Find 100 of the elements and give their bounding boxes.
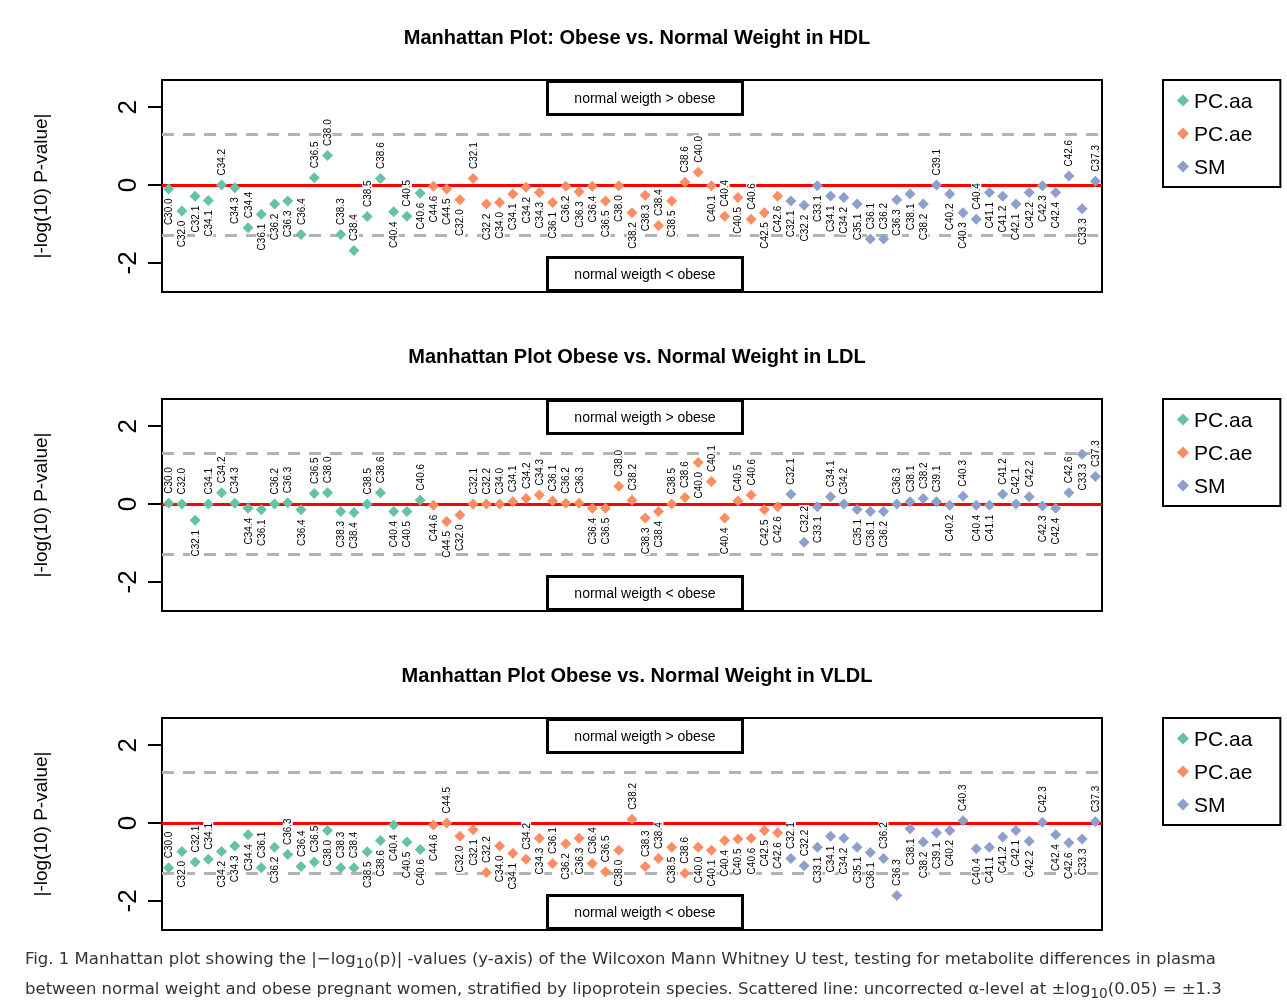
data-label: C34.3: [533, 201, 545, 229]
data-label: C34.2: [520, 461, 532, 490]
point: [454, 194, 466, 206]
data-label: C34.2: [520, 822, 532, 850]
point: [785, 195, 797, 207]
point: [202, 853, 214, 865]
point: [758, 824, 770, 836]
data-label: C38.5: [666, 210, 678, 238]
data-label: C34.2: [216, 860, 228, 888]
y-axis-title: |-log(10) P-value|: [30, 432, 51, 578]
data-label: C38.2: [917, 851, 929, 879]
point: [639, 189, 651, 201]
y-tick-label: -2: [112, 251, 142, 275]
data-label: C40.4: [970, 514, 982, 542]
point: [957, 815, 969, 827]
data-label: C36.4: [295, 829, 307, 858]
point: [931, 827, 943, 839]
point: [494, 840, 506, 852]
data-label: C37.3: [1089, 785, 1101, 813]
point: [255, 504, 267, 516]
point: [176, 845, 188, 857]
point: [467, 824, 479, 836]
point: [163, 862, 175, 874]
data-label: C40.4: [719, 849, 731, 877]
data-label: C38.5: [361, 860, 373, 888]
point: [825, 190, 837, 202]
point: [917, 198, 929, 210]
point: [547, 495, 559, 507]
point: [838, 498, 850, 510]
legend-label: PC.aa: [1194, 408, 1253, 431]
point: [229, 840, 241, 852]
point: [321, 149, 333, 161]
y-tick-label: 2: [112, 419, 142, 434]
point: [825, 830, 837, 842]
data-label: C38.4: [652, 821, 664, 849]
point: [308, 172, 320, 184]
data-label: C44.5: [441, 530, 453, 558]
point: [891, 889, 903, 901]
data-label: C40.6: [414, 858, 426, 886]
legend-label: SM: [1194, 793, 1226, 816]
data-label: C36.3: [573, 200, 585, 228]
data-label: C36.3: [282, 466, 294, 494]
point: [335, 228, 347, 240]
data-label: C40.2: [944, 839, 956, 867]
data-label: C42.4: [1050, 843, 1062, 871]
data-label: C42.3: [1036, 194, 1048, 222]
data-label: C40.4: [719, 527, 731, 555]
data-label: C38.4: [652, 188, 664, 216]
point: [414, 187, 426, 199]
point: [878, 852, 890, 864]
point: [917, 836, 929, 848]
point: [202, 195, 214, 207]
y-tick-label: -2: [112, 889, 142, 913]
data-label: C32.1: [189, 529, 201, 557]
data-label: C34.2: [838, 847, 850, 875]
data-label: C38.3: [335, 197, 347, 225]
point: [441, 183, 453, 195]
data-label: C36.1: [255, 223, 267, 251]
point: [335, 505, 347, 517]
data-label: C32.0: [454, 523, 466, 552]
data-label: C32.1: [189, 205, 201, 233]
data-label: C36.5: [600, 835, 612, 863]
data-label: C32.2: [798, 505, 810, 533]
data-label: C36.3: [891, 467, 903, 495]
point: [520, 181, 532, 193]
data-label: C34.2: [838, 206, 850, 234]
point: [851, 503, 863, 515]
y-tick-label: -2: [112, 570, 142, 594]
data-label: C34.1: [202, 822, 214, 850]
point: [361, 498, 373, 510]
point: [666, 195, 678, 207]
data-label: C38.3: [639, 204, 651, 232]
point: [255, 862, 267, 874]
point: [1089, 175, 1101, 187]
point: [1063, 837, 1075, 849]
point: [269, 841, 281, 853]
data-label: C32.0: [176, 467, 188, 495]
data-label: C38.2: [626, 782, 638, 810]
data-label: C39.1: [931, 465, 943, 493]
data-label: C36.2: [560, 466, 572, 494]
point: [931, 179, 943, 191]
point: [891, 498, 903, 510]
data-label: C32.0: [176, 220, 188, 248]
point: [904, 496, 916, 508]
data-label: C34.1: [825, 460, 837, 488]
data-label: C39.1: [931, 841, 943, 869]
point: [1050, 502, 1062, 514]
point: [1036, 500, 1048, 512]
data-label: C40.5: [732, 848, 744, 876]
data-label: C34.4: [242, 517, 254, 545]
y-tick-label: 0: [112, 496, 142, 512]
point: [573, 497, 585, 509]
data-label: C36.2: [878, 520, 890, 548]
point: [851, 198, 863, 210]
data-label: C30.0: [163, 197, 175, 226]
point: [692, 166, 704, 178]
point: [441, 516, 453, 528]
point: [732, 495, 744, 507]
data-label: C36.5: [308, 141, 320, 169]
data-label: C40.3: [957, 784, 969, 812]
